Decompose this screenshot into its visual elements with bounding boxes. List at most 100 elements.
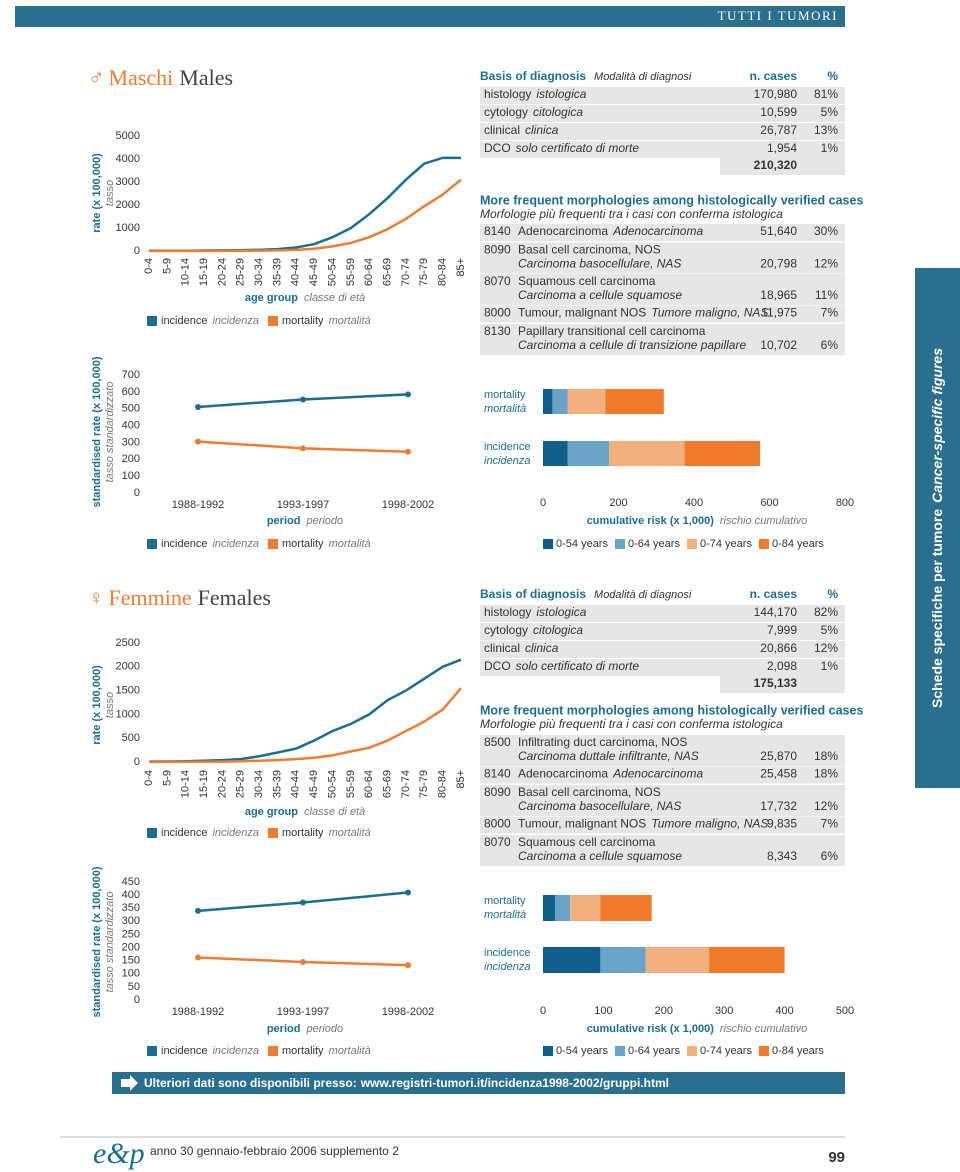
bar-segment	[543, 441, 568, 466]
bar-segment	[567, 441, 610, 466]
morph-row-bg	[480, 735, 845, 766]
x-tick-label: 25-29	[235, 258, 247, 286]
legend-swatch	[268, 828, 278, 838]
x-tick-label: 55-59	[345, 770, 357, 798]
basis-n: 170,980	[754, 87, 798, 101]
morph-n: 25,458	[760, 767, 797, 781]
y-axis-title: standardised rate (x 100,000)	[91, 866, 103, 1017]
x-tick-label: 65-69	[381, 770, 393, 798]
footer-arrow	[121, 1075, 138, 1091]
morph-row-bg	[480, 305, 845, 323]
basis-row-bg	[480, 641, 845, 658]
morph-code: 8070	[484, 274, 511, 288]
morph-name: Squamous cell carcinoma	[518, 835, 656, 849]
basis-n: 1,954	[767, 141, 797, 155]
x-tick-label: 600	[760, 497, 778, 509]
y-tick-label: 0	[134, 245, 140, 257]
legend-label: mortality mortalità	[282, 1045, 371, 1057]
basis-name-it: solo certificato di morte	[516, 141, 640, 155]
series-line	[148, 156, 461, 253]
x-axis-title: period periodo	[267, 515, 343, 527]
x-tick-label: 1998-2002	[382, 1006, 435, 1018]
x-tick-label: 40-44	[290, 770, 302, 798]
y-axis-title: rate (x 100,000)	[91, 153, 103, 233]
basis-n: 10,599	[760, 105, 797, 119]
x-tick-label: 20-24	[216, 770, 228, 798]
morph-row-bg	[480, 835, 845, 866]
morph-code: 8070	[484, 835, 511, 849]
section-symbol: ♀	[88, 585, 105, 610]
section-symbol: ♂	[88, 65, 105, 90]
basis-name-it: clinica	[525, 123, 559, 137]
bar-segment	[543, 895, 556, 921]
y-tick-label: 300	[122, 436, 140, 448]
morph-n: 10,702	[760, 338, 797, 352]
x-tick-label: 50-54	[326, 258, 338, 286]
morph-name-it: Adenocarcinoma	[612, 224, 703, 238]
x-tick-label: 45-49	[308, 770, 320, 798]
morph-name: Adenocarcinoma	[518, 767, 608, 781]
morph-row-bg	[480, 274, 845, 305]
legend-label: 0-64 years	[628, 538, 680, 550]
morph-code: 8500	[484, 735, 511, 749]
legend-label: 0-54 years	[556, 1045, 608, 1057]
issue: anno 30 gennaio-febbraio 2006 supplement…	[150, 1144, 399, 1158]
legend-name: incidence	[161, 538, 207, 550]
basis-name: clinical	[484, 641, 520, 655]
basis-col-n: n. cases	[750, 69, 798, 83]
legend-label: mortality mortalità	[282, 315, 371, 327]
basis-n: 20,866	[760, 641, 797, 655]
morph-title-it: Morfologie più frequenti tra i casi con …	[480, 717, 783, 731]
y-tick-label: 500	[122, 732, 140, 744]
y-tick-label: 400	[122, 419, 140, 431]
basis-name-it: citologica	[533, 623, 583, 637]
point	[195, 438, 201, 445]
x-tick-label: 0	[540, 1005, 546, 1017]
x-tick-label: 60-64	[363, 258, 375, 286]
basis-row-label: clinical clinica	[484, 123, 559, 137]
morph-title: More frequent morphologies among histolo…	[480, 193, 863, 207]
basis-row-bg	[480, 141, 845, 158]
basis-name: clinical	[484, 123, 520, 137]
x-tick-label: 300	[715, 1005, 733, 1017]
basis-title: Basis of diagnosis Modalità di diagnosi	[480, 587, 692, 601]
legend-label: 0-54 years	[556, 538, 608, 550]
logo: e&p	[93, 1137, 145, 1170]
morph-name-it: Carcinoma duttale infiltrante, NAS	[518, 749, 699, 763]
morph-code: 8090	[484, 785, 511, 799]
bar-segment	[609, 441, 685, 466]
x-axis-title: age group classe di età	[245, 292, 365, 304]
legend-swatch	[147, 316, 157, 326]
basis-name-it: clinica	[525, 641, 559, 655]
morph-row-bg	[480, 785, 845, 816]
legend-swatch	[543, 539, 553, 549]
section-title-it: Femmine	[109, 585, 192, 610]
basis-pct: 13%	[814, 123, 838, 137]
x-tick-label: 1993-1997	[277, 499, 330, 511]
legend-name: mortality	[282, 1045, 324, 1057]
basis-n: 26,787	[760, 123, 797, 137]
basis-row-label: clinical clinica	[484, 641, 559, 655]
point	[405, 448, 411, 455]
legend-name: incidence	[161, 315, 207, 327]
footer-lead: Ulteriori dati sono disponibili presso:	[144, 1076, 357, 1090]
morph-name: Papillary transitional cell carcinoma	[518, 324, 706, 338]
x-tick-label: 65-69	[381, 258, 393, 286]
x-tick-label: 70-74	[400, 258, 412, 286]
y-tick-label: 400	[122, 889, 140, 901]
legend-label: incidence incidenza	[161, 827, 259, 839]
legend-swatch	[268, 1046, 278, 1056]
bar-segment	[645, 947, 710, 973]
morph-code: 8140	[484, 224, 511, 238]
x-axis-title: cumulative risk (x 1,000) rischio cumulat…	[587, 515, 808, 527]
basis-name: histology	[484, 87, 531, 101]
x-axis-title-it: rischio cumulativo	[720, 515, 807, 527]
basis-total: 175,133	[754, 676, 798, 690]
x-tick-label: 0	[540, 497, 546, 509]
y-tick-label: 600	[122, 386, 140, 398]
y-tick-label: 2000	[116, 661, 140, 673]
bar-segment	[709, 947, 785, 973]
x-tick-label: 85+	[455, 258, 467, 277]
